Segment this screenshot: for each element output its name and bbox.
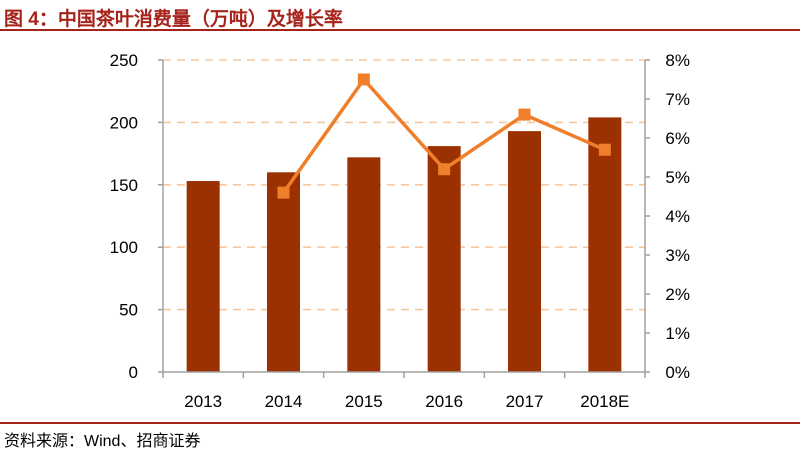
y-left-tick-label: 250 (110, 51, 138, 70)
bar-2013 (186, 181, 220, 372)
source-note: 资料来源：Wind、招商证券 (4, 433, 201, 450)
x-tick-label: 2015 (345, 392, 383, 411)
y-right-tick-label: 0% (665, 363, 690, 382)
x-tick-label: 2014 (265, 392, 303, 411)
growth-point-2018E (598, 143, 611, 156)
footer-divider (0, 422, 800, 424)
chart-title: 图 4：中国茶叶消费量（万吨）及增长率 (4, 9, 343, 30)
y-right-tick-label: 7% (665, 90, 690, 109)
y-right-tick-label: 5% (665, 168, 690, 187)
y-left-tick-label: 0 (129, 363, 138, 382)
bar-2018E (588, 117, 622, 373)
bar-2015 (347, 157, 381, 372)
y-right-tick-label: 6% (665, 129, 690, 148)
growth-point-2015 (357, 73, 370, 86)
growth-point-2016 (438, 163, 451, 176)
y-right-tick-label: 1% (665, 324, 690, 343)
bar-2014 (267, 172, 300, 372)
x-tick-label: 2013 (184, 392, 222, 411)
y-right-tick-label: 4% (665, 207, 690, 226)
y-left-tick-label: 100 (110, 238, 138, 257)
growth-point-2014 (277, 186, 290, 199)
title-divider (0, 29, 800, 31)
y-left-tick-label: 50 (119, 301, 138, 320)
x-tick-label: 2017 (506, 392, 544, 411)
y-right-tick-label: 8% (665, 51, 690, 70)
x-tick-label: 2018E (580, 392, 629, 411)
y-right-tick-label: 3% (665, 246, 690, 265)
bar-2016 (427, 146, 461, 372)
y-right-tick-label: 2% (665, 285, 690, 304)
y-left-tick-label: 150 (110, 176, 138, 195)
growth-point-2017 (518, 108, 531, 121)
bar-2017 (508, 131, 541, 372)
y-left-tick-label: 200 (110, 113, 138, 132)
x-tick-label: 2016 (425, 392, 463, 411)
